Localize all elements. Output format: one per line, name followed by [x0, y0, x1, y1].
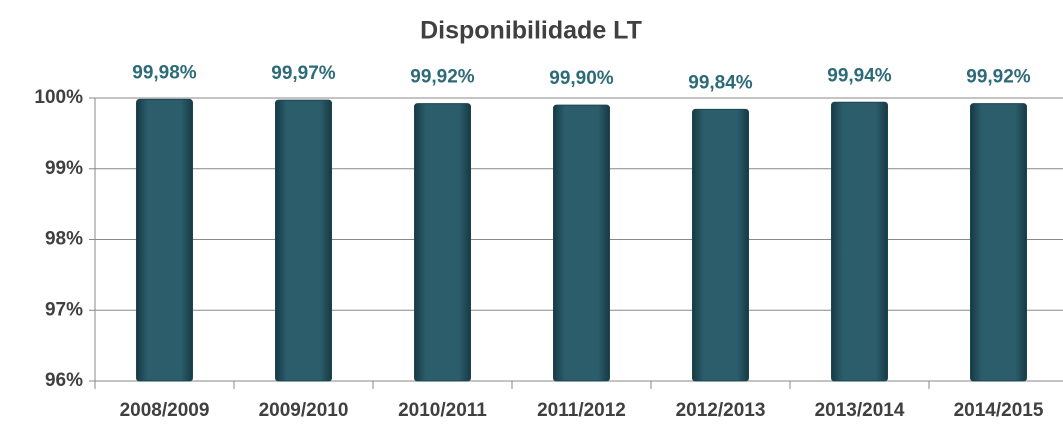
bar — [275, 99, 332, 382]
bar — [692, 108, 749, 382]
y-tick-label: 97% — [45, 299, 83, 320]
y-tick-label: 100% — [34, 87, 83, 108]
x-tick-label: 2011/2012 — [537, 400, 626, 421]
bar — [553, 104, 610, 382]
bar — [831, 101, 888, 382]
chart-title: Disponibilidade LT — [420, 17, 642, 45]
y-tick-label: 96% — [45, 370, 83, 391]
x-tick-label: 2014/2015 — [954, 400, 1044, 421]
bar — [414, 103, 471, 382]
data-label: 99,84% — [688, 72, 753, 93]
data-label: 99,92% — [966, 67, 1031, 88]
data-label: 99,98% — [132, 62, 197, 83]
x-tick-label: 2008/2009 — [120, 400, 210, 421]
bar — [970, 103, 1027, 382]
x-tick-label: 2013/2014 — [815, 400, 905, 421]
y-tick-label: 98% — [45, 229, 83, 250]
data-label: 99,94% — [827, 65, 892, 86]
data-label: 99,97% — [271, 63, 336, 84]
x-tick-label: 2012/2013 — [676, 400, 766, 421]
x-tick-label: 2009/2010 — [259, 400, 349, 421]
x-tick-label: 2010/2011 — [398, 400, 487, 421]
data-label: 99,92% — [410, 67, 475, 88]
data-label: 99,90% — [549, 68, 614, 89]
bar — [136, 98, 193, 382]
y-tick-label: 99% — [45, 158, 83, 179]
